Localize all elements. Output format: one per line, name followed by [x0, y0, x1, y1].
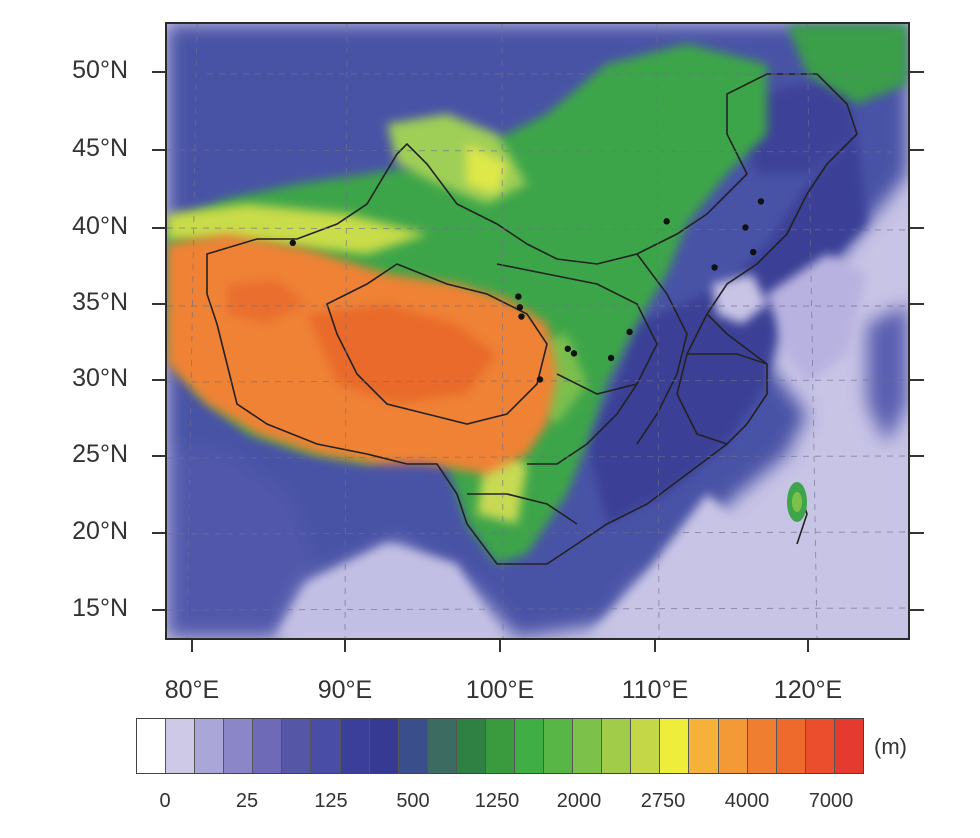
- lat-tick-right: [910, 149, 924, 151]
- colorbar-swatch: [834, 719, 863, 773]
- lon-tick: [807, 640, 809, 652]
- station-marker: [742, 224, 749, 231]
- terrain-map-graphic: [167, 24, 908, 638]
- lat-tick: [152, 532, 165, 534]
- colorbar-swatch: [195, 719, 225, 773]
- station-marker: [518, 313, 525, 320]
- colorbar-swatch: [282, 719, 312, 773]
- colorbar-swatch: [515, 719, 545, 773]
- colorbar-swatch: [805, 719, 835, 773]
- lat-tick-right: [910, 532, 924, 534]
- lat-label-15n: 15°N: [72, 594, 128, 622]
- colorbar-unit-label: (m): [874, 734, 907, 759]
- plateau-layer: [167, 234, 557, 474]
- lat-tick-right: [910, 71, 924, 73]
- colorbar-swatch: [427, 719, 457, 773]
- lat-label-25n: 25°N: [72, 440, 128, 468]
- colorbar-swatch: [747, 719, 777, 773]
- lat-tick: [152, 149, 165, 151]
- lat-tick: [152, 227, 165, 229]
- colorbar-swatch: [718, 719, 748, 773]
- lon-tick: [654, 640, 656, 652]
- station-marker: [564, 345, 571, 352]
- colorbar-tick-label: 25: [235, 790, 259, 812]
- lat-tick: [152, 71, 165, 73]
- lat-tick-right: [910, 303, 924, 305]
- station-marker: [711, 264, 718, 271]
- lat-label-45n: 45°N: [72, 134, 128, 162]
- boundary-lines: [206, 73, 858, 565]
- lat-tick: [152, 455, 165, 457]
- colorbar-swatch: [660, 719, 690, 773]
- colorbar-swatch: [224, 719, 254, 773]
- island-taiwan-highland: [792, 492, 802, 512]
- lat-tick-right: [910, 379, 924, 381]
- station-marker: [536, 376, 544, 383]
- colorbar-tick-label: 0: [159, 790, 171, 812]
- lon-tick: [499, 640, 501, 652]
- colorbar-swatch: [602, 719, 632, 773]
- colorbar-swatch: [369, 719, 399, 773]
- station-marker: [289, 239, 296, 247]
- colorbar-tick-label: 500: [396, 790, 430, 812]
- colorbar-swatch: [340, 719, 370, 773]
- colorbar-swatch: [137, 719, 167, 773]
- lat-label-50n: 50°N: [72, 56, 128, 84]
- lat-tick-right: [910, 455, 924, 457]
- station-marker: [516, 304, 524, 311]
- station-markers: [289, 198, 765, 383]
- station-marker: [570, 350, 578, 357]
- colorbar-swatch: [689, 719, 719, 773]
- lon-label-90e: 90°E: [317, 676, 373, 704]
- terrain-map: [165, 22, 910, 640]
- station-marker: [757, 198, 765, 205]
- lon-label-80e: 80°E: [164, 676, 220, 704]
- station-marker: [750, 248, 757, 256]
- lat-label-40n: 40°N: [72, 212, 128, 240]
- colorbar-tick-label: 2000: [556, 790, 602, 812]
- lat-label-30n: 30°N: [72, 364, 128, 392]
- colorbar-swatch: [631, 719, 661, 773]
- station-marker: [515, 293, 522, 300]
- colorbar-swatch: [456, 719, 486, 773]
- colorbar-swatch: [573, 719, 603, 773]
- colorbar-tick-label: 2750: [640, 790, 686, 812]
- colorbar-swatch: [398, 719, 428, 773]
- colorbar-swatch: [311, 719, 341, 773]
- station-marker: [663, 218, 670, 225]
- colorbar-tick-label: 7000: [808, 790, 854, 812]
- graticule: [167, 24, 908, 638]
- lat-tick: [152, 379, 165, 381]
- colorbar-swatch: [485, 719, 516, 773]
- station-marker: [607, 354, 615, 362]
- colorbar-tick-label: 4000: [724, 790, 770, 812]
- lon-label-120e: 120°E: [773, 676, 843, 704]
- lon-label-100e: 100°E: [465, 676, 535, 704]
- lat-tick-right: [910, 609, 924, 611]
- colorbar-swatch: [544, 719, 574, 773]
- colorbar-swatch: [166, 719, 196, 773]
- lat-tick: [152, 303, 165, 305]
- colorbar-tick-label: 125: [314, 790, 348, 812]
- lat-label-35n: 35°N: [72, 288, 128, 316]
- colorbar-tick-label: 1250: [474, 790, 520, 812]
- station-marker: [626, 328, 633, 336]
- lat-label-20n: 20°N: [72, 517, 128, 545]
- lon-tick: [344, 640, 346, 652]
- lat-tick: [152, 609, 165, 611]
- elevation-colorbar: [136, 718, 864, 774]
- colorbar-swatch: [253, 719, 283, 773]
- lon-tick: [191, 640, 193, 652]
- lat-tick-right: [910, 227, 924, 229]
- colorbar-swatch: [776, 719, 806, 773]
- lon-label-110e: 110°E: [621, 676, 689, 704]
